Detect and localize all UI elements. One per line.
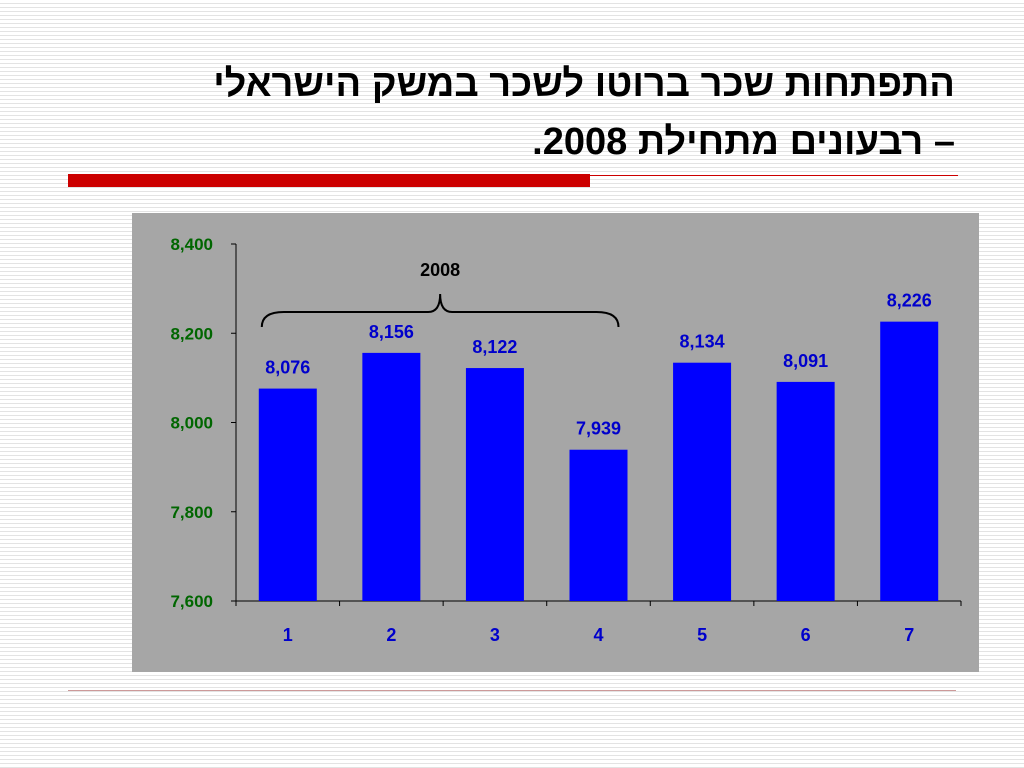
title-line-2: – רבעונים מתחילת 2008. — [532, 121, 955, 163]
x-tick-label: 5 — [697, 625, 707, 645]
brace-annotation-label: 2008 — [420, 260, 460, 280]
y-tick-label: 8,400 — [170, 235, 213, 254]
x-tick-label: 4 — [593, 625, 603, 645]
bar-chart: 7,600 7,800 8,000 8,200 8,400 8,076 1 8,156 2 8,1… — [170, 235, 962, 645]
x-tick-label: 2 — [386, 625, 396, 645]
bar — [569, 449, 628, 601]
x-tick-label: 6 — [801, 625, 811, 645]
x-tick-label: 1 — [283, 625, 293, 645]
y-tick-label: 8,200 — [170, 324, 213, 343]
bar-value-label: 8,156 — [369, 322, 414, 342]
y-tick-label: 7,800 — [170, 503, 213, 522]
x-tick-label: 3 — [490, 625, 500, 645]
title-line-1: התפתחות שכר ברוטו לשכר במשק הישראלי — [213, 63, 955, 105]
bar-value-label: 8,134 — [680, 332, 725, 352]
year-brace — [260, 293, 620, 328]
bar — [465, 368, 524, 601]
x-tick-label: 7 — [904, 625, 914, 645]
bar — [673, 362, 732, 601]
footer-rule — [68, 690, 956, 691]
bar-value-label: 8,122 — [472, 337, 517, 357]
y-tick-label: 8,000 — [170, 414, 213, 433]
bar-value-label: 7,939 — [576, 419, 621, 439]
y-tick-label: 7,600 — [170, 592, 213, 611]
bar — [362, 352, 421, 601]
chart-area: 7,600 7,800 8,000 8,200 8,400 8,076 1 8,156 2 8,1… — [132, 213, 979, 672]
bar-value-label: 8,226 — [887, 291, 932, 311]
bar — [258, 388, 317, 601]
bar-value-label: 8,091 — [783, 351, 828, 371]
bar — [880, 321, 939, 601]
title-underline-thin — [590, 175, 958, 176]
slide-title: התפתחות שכר ברוטו לשכר במשק הישראלי – רב… — [60, 55, 955, 171]
bar — [776, 381, 835, 601]
bar-value-label: 8,076 — [265, 358, 310, 378]
title-underline-red — [68, 174, 590, 187]
